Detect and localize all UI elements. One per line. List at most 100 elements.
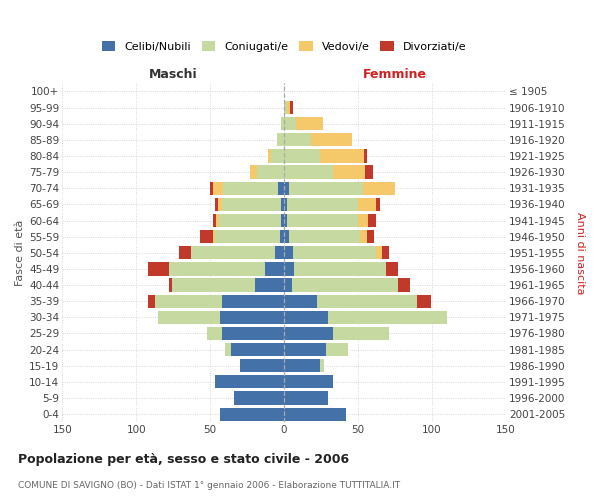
Bar: [284, 294, 317, 308]
Bar: [287, 198, 358, 211]
Bar: [284, 214, 287, 227]
Text: Femmine: Femmine: [363, 68, 427, 81]
Bar: [207, 327, 222, 340]
Bar: [281, 198, 284, 211]
Bar: [213, 182, 223, 195]
Bar: [289, 182, 362, 195]
Y-axis label: Anni di nascita: Anni di nascita: [575, 212, 585, 294]
Bar: [284, 359, 320, 372]
Bar: [320, 150, 364, 162]
Bar: [367, 230, 374, 243]
Bar: [200, 230, 213, 243]
Bar: [240, 359, 284, 372]
Bar: [333, 327, 389, 340]
Bar: [254, 278, 284, 291]
Bar: [220, 408, 284, 421]
Bar: [284, 182, 289, 195]
Bar: [376, 198, 380, 211]
Bar: [215, 376, 284, 388]
Bar: [284, 408, 346, 421]
Text: Popolazione per età, sesso e stato civile - 2006: Popolazione per età, sesso e stato civil…: [18, 452, 349, 466]
Bar: [317, 294, 417, 308]
Bar: [284, 150, 320, 162]
Bar: [220, 310, 284, 324]
Bar: [284, 310, 328, 324]
Bar: [293, 246, 376, 260]
Bar: [257, 166, 284, 178]
Bar: [287, 101, 290, 114]
Bar: [148, 262, 169, 276]
Y-axis label: Fasce di età: Fasce di età: [15, 220, 25, 286]
Bar: [284, 278, 292, 291]
Bar: [284, 117, 296, 130]
Bar: [223, 182, 278, 195]
Bar: [265, 262, 284, 276]
Bar: [250, 166, 257, 178]
Bar: [295, 262, 386, 276]
Bar: [219, 214, 281, 227]
Bar: [222, 294, 284, 308]
Bar: [358, 198, 376, 211]
Bar: [280, 230, 284, 243]
Bar: [326, 343, 348, 356]
Bar: [284, 198, 287, 211]
Bar: [277, 133, 284, 146]
Bar: [218, 198, 222, 211]
Bar: [417, 294, 431, 308]
Bar: [287, 214, 358, 227]
Bar: [359, 230, 367, 243]
Bar: [278, 182, 284, 195]
Bar: [148, 294, 155, 308]
Bar: [289, 230, 359, 243]
Bar: [284, 343, 326, 356]
Bar: [284, 327, 333, 340]
Bar: [333, 166, 365, 178]
Bar: [268, 150, 271, 162]
Bar: [368, 214, 376, 227]
Bar: [215, 230, 280, 243]
Bar: [231, 343, 284, 356]
Bar: [158, 310, 220, 324]
Bar: [386, 262, 398, 276]
Bar: [169, 262, 265, 276]
Bar: [376, 246, 382, 260]
Bar: [281, 117, 284, 130]
Bar: [284, 101, 287, 114]
Bar: [382, 246, 389, 260]
Bar: [284, 262, 295, 276]
Text: Maschi: Maschi: [149, 68, 197, 81]
Bar: [179, 246, 191, 260]
Bar: [271, 150, 284, 162]
Bar: [292, 278, 398, 291]
Bar: [225, 343, 231, 356]
Bar: [364, 150, 367, 162]
Bar: [210, 182, 213, 195]
Bar: [191, 246, 275, 260]
Text: COMUNE DI SAVIGNO (BO) - Dati ISTAT 1° gennaio 2006 - Elaborazione TUTTITALIA.IT: COMUNE DI SAVIGNO (BO) - Dati ISTAT 1° g…: [18, 480, 400, 490]
Bar: [234, 392, 284, 404]
Bar: [275, 246, 284, 260]
Bar: [296, 117, 323, 130]
Bar: [358, 214, 368, 227]
Bar: [155, 294, 222, 308]
Bar: [222, 198, 281, 211]
Bar: [172, 278, 254, 291]
Bar: [398, 278, 410, 291]
Legend: Celibi/Nubili, Coniugati/e, Vedovi/e, Divorziati/e: Celibi/Nubili, Coniugati/e, Vedovi/e, Di…: [102, 42, 466, 52]
Bar: [281, 214, 284, 227]
Bar: [284, 376, 333, 388]
Bar: [365, 166, 373, 178]
Bar: [216, 214, 219, 227]
Bar: [222, 327, 284, 340]
Bar: [284, 230, 289, 243]
Bar: [284, 133, 311, 146]
Bar: [284, 166, 333, 178]
Bar: [362, 182, 395, 195]
Bar: [284, 392, 328, 404]
Bar: [290, 101, 293, 114]
Bar: [311, 133, 352, 146]
Bar: [169, 278, 172, 291]
Bar: [284, 246, 293, 260]
Bar: [328, 310, 447, 324]
Bar: [320, 359, 324, 372]
